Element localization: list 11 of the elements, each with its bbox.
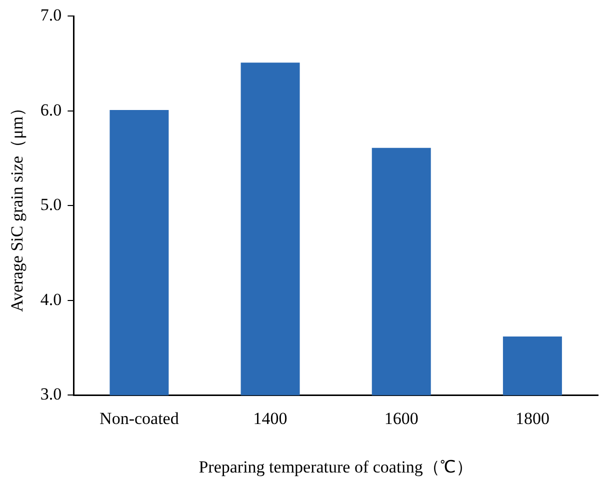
y-tick-label: 3.0: [40, 384, 62, 404]
x-tick-label: 1400: [253, 408, 288, 428]
y-tick-label: 7.0: [40, 6, 62, 25]
y-axis-title: Average SiC grain size（μm）: [8, 100, 27, 312]
x-tick-label: Non-coated: [100, 408, 180, 428]
y-tick-label: 6.0: [40, 100, 62, 120]
y-tick-label: 5.0: [40, 195, 62, 214]
x-tick-label: 1800: [515, 408, 550, 428]
y-tick-label: 4.0: [40, 290, 62, 309]
x-tick-label: 1600: [384, 408, 418, 428]
x-axis-title: Preparing temperature of coating（℃）: [198, 457, 473, 476]
